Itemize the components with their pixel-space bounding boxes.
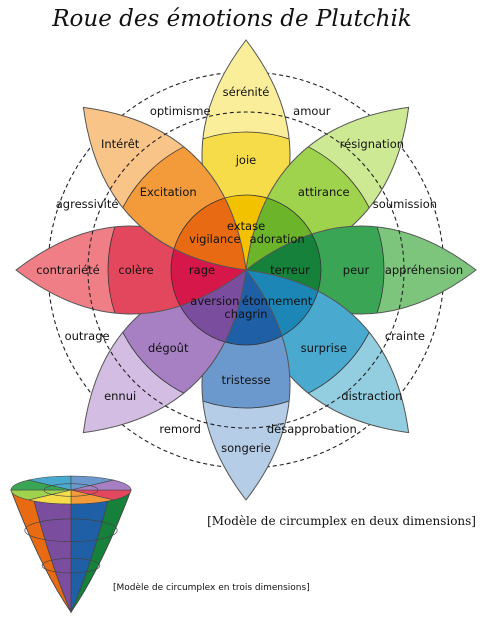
petal-label-outer: résignation: [340, 137, 404, 151]
diagram-title: Roue des émotions de Plutchik: [51, 6, 412, 32]
petal-label-outer: Intérêt: [101, 137, 140, 151]
dyad-label: crainte: [385, 329, 425, 343]
cone-top-slice: [70, 479, 132, 491]
ring-line: [202, 131, 290, 270]
petal-label-inner: chagrin: [224, 307, 267, 321]
emotion-wheel-labels: extase joie sérénité adoration attirance rési…: [36, 85, 463, 455]
petal-middle-band: [246, 132, 384, 270]
petal-label-inner: adoration: [250, 232, 305, 246]
dyad-label: amour: [293, 104, 331, 118]
petal-label-inner: extase: [227, 219, 265, 233]
petal-inner-band: [246, 195, 321, 270]
petal-label-outer: distraction: [341, 389, 402, 403]
petal-middle-band: [108, 270, 246, 408]
petal-label-outer: sérénité: [223, 85, 270, 99]
petal-label-outer: songerie: [221, 441, 271, 455]
cone-band-line: [24, 518, 118, 542]
ring-line: [246, 226, 385, 314]
dyad-labels: amour soumission crainte désapprobation remo…: [56, 104, 437, 436]
petal-label-outer: appréhension: [385, 263, 463, 277]
inner-dashed-circle: [87, 111, 405, 429]
ring-line: [202, 194, 290, 270]
petal-label-inner: vigilance: [189, 232, 240, 246]
petal-inner-band: [246, 270, 321, 345]
petal-label-middle: tristesse: [221, 373, 270, 387]
cone-top-inner-ring: [43, 483, 99, 497]
petal-label-middle: peur: [343, 263, 370, 277]
caption-3d-model: [Modèle de circumplex en trois dimension…: [113, 582, 310, 593]
ring-line: [107, 226, 246, 314]
petal-label-outer: ennui: [104, 389, 136, 403]
ring-line: [170, 226, 246, 314]
petal-inner-band: [171, 270, 246, 345]
dyad-label: remord: [159, 422, 201, 436]
3d-cone-model: [10, 475, 132, 614]
petal-label-middle: attirance: [298, 185, 350, 199]
petal-middle-band: [108, 132, 246, 270]
petal-outline: [82, 106, 247, 271]
petal-label-middle: joie: [235, 153, 257, 167]
petal-label-inner: aversion: [190, 294, 239, 308]
dyad-label: outrage: [65, 329, 110, 343]
petal-label-inner: rage: [189, 263, 215, 277]
petal-inner-band: [171, 195, 246, 270]
petal-label-inner: terreur: [270, 263, 310, 277]
caption-2d-model: [Modèle de circumplex en deux dimensions…: [207, 514, 476, 528]
petal-label-middle: colère: [118, 263, 153, 277]
petal-label-inner: étonnement: [242, 294, 313, 308]
dyad-label: optimisme: [150, 104, 211, 118]
dyad-label: désapprobation: [267, 422, 357, 436]
petal-middle-band: [246, 270, 384, 408]
petal-label-middle: Excitation: [140, 185, 197, 199]
petal-label-middle: dégoût: [148, 341, 189, 355]
cone-band-line: [41, 557, 101, 574]
petal-label-outer: contrariété: [36, 263, 100, 277]
dyad-label: agressivité: [56, 197, 119, 211]
dyad-label: soumission: [373, 197, 437, 211]
petal-label-middle: surprise: [301, 341, 347, 355]
ring-line: [202, 270, 290, 409]
ring-line: [202, 270, 290, 346]
cone-side-segment: [70, 479, 132, 613]
ring-line: [246, 226, 322, 314]
